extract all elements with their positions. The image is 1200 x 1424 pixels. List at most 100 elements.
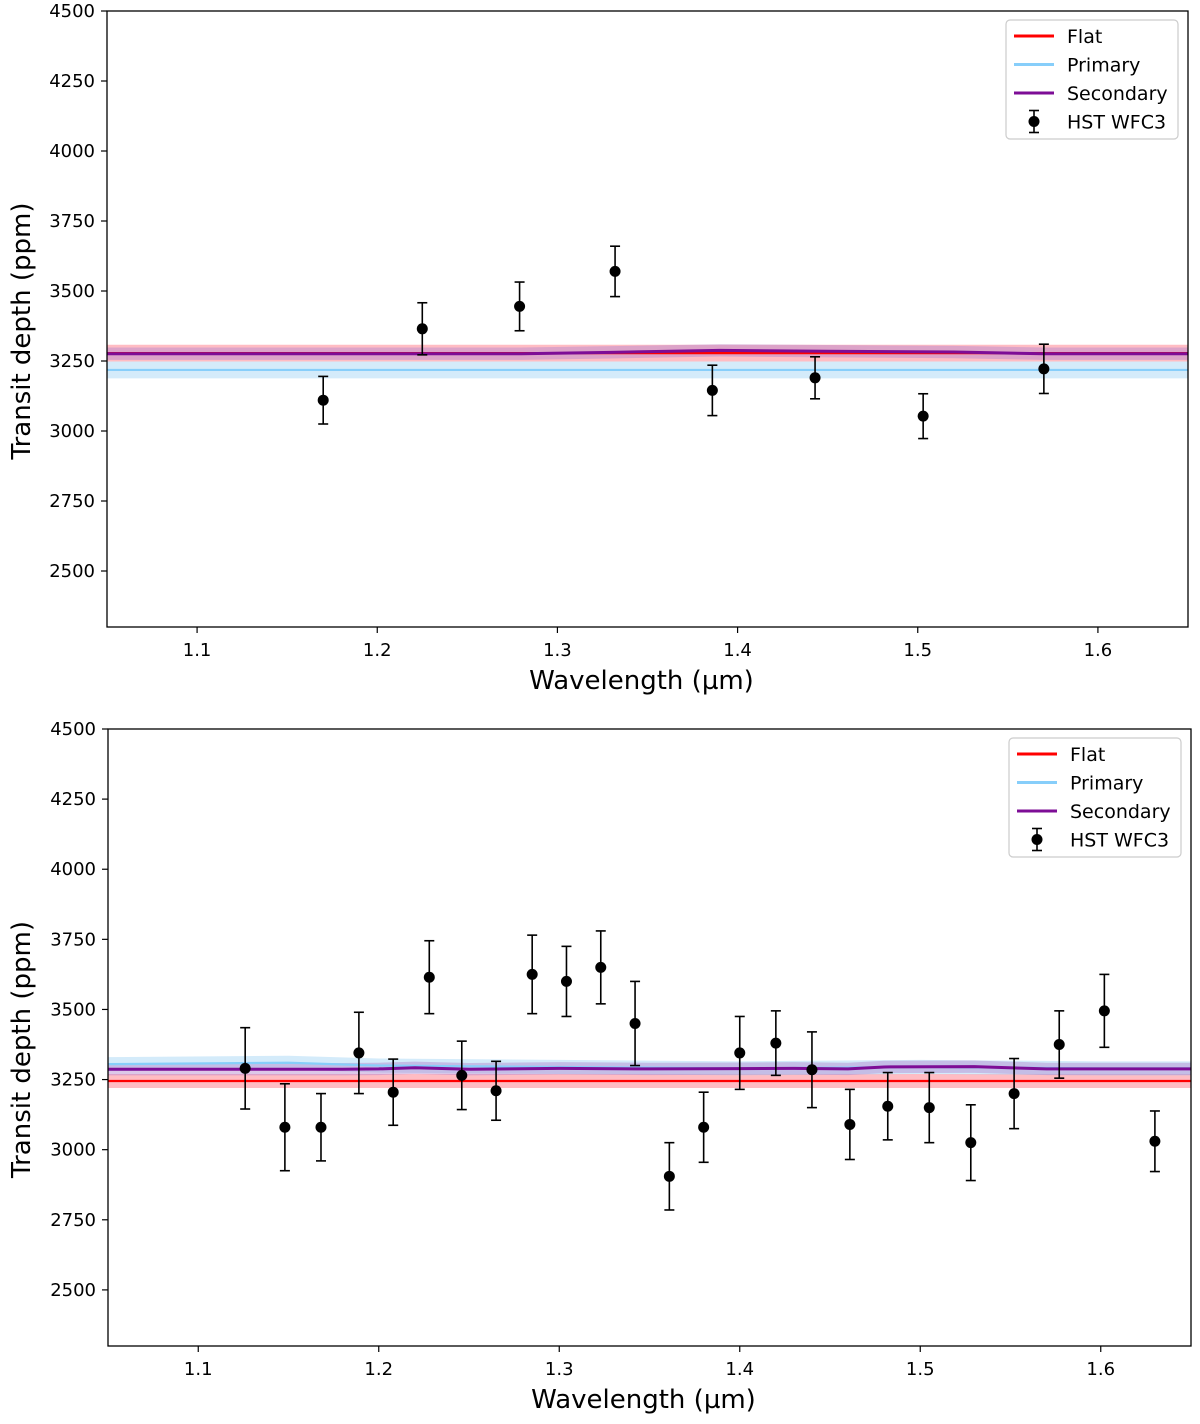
data-point bbox=[809, 355, 821, 400]
data-point bbox=[317, 375, 329, 425]
data-marker bbox=[317, 394, 329, 406]
y-tick-label: 3750 bbox=[50, 929, 96, 950]
axes-frame bbox=[106, 10, 1189, 628]
y-tick-label: 4000 bbox=[50, 859, 96, 880]
data-point bbox=[279, 1082, 291, 1172]
data-marker bbox=[1098, 1005, 1110, 1017]
x-tick-label: 1.5 bbox=[906, 1359, 935, 1380]
y-tick-label: 2750 bbox=[50, 1210, 96, 1231]
legend-frame bbox=[1008, 737, 1182, 858]
x-axis-label: Wavelength (µm) bbox=[529, 666, 754, 696]
legend-label: Secondary bbox=[1070, 801, 1171, 823]
x-tick-label: 1.4 bbox=[725, 1359, 754, 1380]
data-marker bbox=[456, 1069, 468, 1081]
data-marker bbox=[698, 1121, 710, 1133]
data-point bbox=[629, 980, 641, 1067]
data-marker bbox=[1053, 1039, 1065, 1051]
model-line-secondary bbox=[108, 1065, 1191, 1071]
y-tick-label: 4500 bbox=[49, 1, 95, 22]
data-marker bbox=[770, 1037, 782, 1049]
legend-label: Primary bbox=[1070, 773, 1143, 795]
data-point bbox=[416, 301, 428, 356]
y-tick-label: 4500 bbox=[50, 719, 96, 740]
data-marker bbox=[526, 968, 538, 980]
data-point bbox=[387, 1058, 399, 1127]
data-point bbox=[698, 1091, 710, 1164]
plot-area bbox=[107, 344, 1188, 379]
data-marker bbox=[279, 1121, 291, 1133]
x-tick-label: 1.3 bbox=[543, 640, 572, 661]
plot-area bbox=[108, 1055, 1191, 1088]
y-tick-label: 3000 bbox=[49, 421, 95, 442]
y-tick-label: 3250 bbox=[50, 1070, 96, 1091]
legend-frame bbox=[1005, 19, 1179, 140]
data-point bbox=[663, 1141, 675, 1211]
data-point bbox=[770, 1010, 782, 1077]
legend-label: HST WFC3 bbox=[1070, 830, 1169, 852]
y-axis-label: Transit depth (ppm) bbox=[7, 921, 37, 1179]
data-marker bbox=[560, 975, 572, 987]
x-tick-label: 1.6 bbox=[1084, 640, 1113, 661]
y-tick-label: 3000 bbox=[50, 1140, 96, 1161]
transit-depth-panel-top: 1.1 1.2 1.3 1.4 1.5 1.6 2500 2750 3000 3250 3500 37… bbox=[7, 1, 1189, 696]
data-marker bbox=[806, 1064, 818, 1076]
data-point bbox=[806, 1031, 818, 1109]
model-line-secondary bbox=[107, 348, 1188, 356]
data-point bbox=[1038, 343, 1050, 395]
data-marker bbox=[1149, 1135, 1161, 1147]
data-marker bbox=[917, 410, 929, 422]
data-point bbox=[1008, 1057, 1020, 1130]
data-point bbox=[560, 945, 572, 1018]
data-marker bbox=[595, 961, 607, 973]
y-tick-label: 3250 bbox=[49, 351, 95, 372]
data-point bbox=[882, 1071, 894, 1141]
data-point bbox=[734, 1015, 746, 1091]
y-tick-label: 4250 bbox=[50, 789, 96, 810]
data-point bbox=[423, 939, 435, 1015]
legend: Flat Primary Secondary HST WFC3 bbox=[1005, 19, 1179, 140]
legend-label: Primary bbox=[1067, 55, 1140, 77]
data-point bbox=[315, 1092, 327, 1162]
data-marker bbox=[809, 372, 821, 384]
legend-label: Flat bbox=[1070, 744, 1105, 766]
legend-label: Secondary bbox=[1067, 83, 1168, 105]
transit-depth-panel-bottom: 1.1 1.2 1.3 1.4 1.5 1.6 2500 2750 3000 3250 3500 37… bbox=[7, 719, 1192, 1415]
data-marker bbox=[629, 1017, 641, 1029]
data-marker bbox=[844, 1118, 856, 1130]
legend: Flat Primary Secondary HST WFC3 bbox=[1008, 737, 1182, 858]
x-tick-label: 1.6 bbox=[1086, 1359, 1115, 1380]
x-tick-label: 1.2 bbox=[364, 1359, 393, 1380]
data-marker bbox=[882, 1100, 894, 1112]
data-marker bbox=[663, 1170, 675, 1182]
y-tick-label: 3750 bbox=[49, 211, 95, 232]
data-marker bbox=[923, 1102, 935, 1114]
data-point bbox=[353, 1011, 365, 1095]
data-point bbox=[1098, 973, 1110, 1049]
legend-marker bbox=[1028, 116, 1040, 127]
legend-label: Flat bbox=[1067, 26, 1102, 48]
data-marker bbox=[315, 1121, 327, 1133]
data-point bbox=[1053, 1010, 1065, 1079]
x-tick-label: 1.3 bbox=[545, 1359, 574, 1380]
x-tick-label: 1.5 bbox=[903, 640, 932, 661]
data-marker bbox=[423, 971, 435, 983]
legend-marker bbox=[1031, 834, 1043, 845]
data-marker bbox=[514, 300, 526, 312]
data-point bbox=[595, 930, 607, 1005]
y-tick-label: 4000 bbox=[49, 141, 95, 162]
data-marker bbox=[416, 323, 428, 335]
y-tick-label: 2500 bbox=[49, 561, 95, 582]
data-point bbox=[514, 281, 526, 332]
x-tick-label: 1.2 bbox=[363, 640, 392, 661]
data-marker bbox=[965, 1137, 977, 1149]
data-marker bbox=[1008, 1088, 1020, 1100]
y-tick-label: 3500 bbox=[49, 281, 95, 302]
y-tick-label: 2750 bbox=[49, 491, 95, 512]
data-point bbox=[1149, 1110, 1161, 1173]
data-marker bbox=[239, 1062, 251, 1074]
model-band-primary bbox=[108, 1055, 1191, 1076]
legend-label: HST WFC3 bbox=[1067, 112, 1166, 134]
data-point bbox=[844, 1088, 856, 1161]
data-point bbox=[239, 1026, 251, 1110]
x-tick-label: 1.1 bbox=[184, 1359, 213, 1380]
